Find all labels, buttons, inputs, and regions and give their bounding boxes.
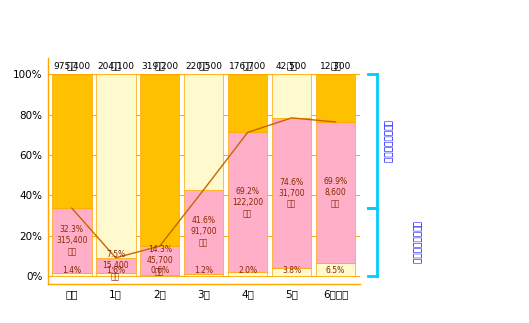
Text: 世帯: 世帯: [67, 52, 77, 71]
Bar: [184, 190, 223, 274]
Bar: [272, 268, 312, 276]
Text: 1.4%: 1.4%: [62, 266, 81, 275]
Text: 世帯: 世帯: [242, 52, 253, 71]
Bar: [52, 208, 92, 273]
Text: 6.5%: 6.5%: [326, 266, 345, 275]
Text: 975,400: 975,400: [53, 62, 90, 71]
Text: 42,500: 42,500: [276, 62, 307, 71]
Text: 69.2%
122,200
世帯: 69.2% 122,200 世帯: [232, 187, 263, 218]
Bar: [316, 122, 355, 263]
Text: 世帯: 世帯: [198, 52, 209, 71]
Text: 1.2%: 1.2%: [194, 266, 213, 275]
Bar: [316, 263, 355, 276]
Text: 74.6%
31,700
世帯: 74.6% 31,700 世帯: [278, 178, 305, 209]
Text: 32.3%
315,400
世帯: 32.3% 315,400 世帯: [56, 225, 87, 256]
Text: 世帯: 世帯: [111, 52, 121, 71]
Bar: [140, 246, 179, 275]
Bar: [96, 273, 135, 276]
Text: 7.5%
15,400
世帯: 7.5% 15,400 世帯: [103, 250, 129, 281]
Text: 176,700: 176,700: [229, 62, 266, 71]
Text: 世帯: 世帯: [286, 52, 297, 71]
Text: 0.6%: 0.6%: [150, 266, 169, 275]
Bar: [228, 272, 267, 276]
Text: 最低居住水準未満: 最低居住水準未満: [411, 221, 420, 264]
Bar: [272, 74, 312, 118]
Bar: [228, 132, 267, 272]
Text: 69.9%
8,600
世帯: 69.9% 8,600 世帯: [323, 177, 348, 208]
Text: 319,200: 319,200: [141, 62, 178, 71]
Bar: [52, 74, 92, 208]
Text: 世帯: 世帯: [154, 52, 165, 71]
Bar: [96, 74, 135, 258]
Bar: [184, 274, 223, 276]
Text: 204,100: 204,100: [97, 62, 134, 71]
Bar: [140, 275, 179, 276]
Text: 世帯: 世帯: [330, 52, 341, 71]
Bar: [184, 74, 223, 190]
Bar: [228, 74, 267, 132]
Bar: [140, 74, 179, 246]
Text: 12,300: 12,300: [320, 62, 351, 71]
Text: 220,500: 220,500: [185, 62, 222, 71]
Bar: [52, 273, 92, 276]
Text: 2.0%: 2.0%: [238, 266, 257, 275]
Text: 3.8%: 3.8%: [282, 266, 301, 275]
Text: 41.6%
91,700
世帯: 41.6% 91,700 世帯: [190, 216, 217, 247]
Text: 誘導居住水準未満: 誘導居住水準未満: [382, 120, 391, 163]
Bar: [272, 118, 312, 268]
Bar: [316, 74, 355, 122]
Bar: [96, 258, 135, 273]
Text: 1.6%: 1.6%: [106, 266, 125, 275]
Text: 14.3%
45,700
世帯: 14.3% 45,700 世帯: [147, 245, 173, 276]
